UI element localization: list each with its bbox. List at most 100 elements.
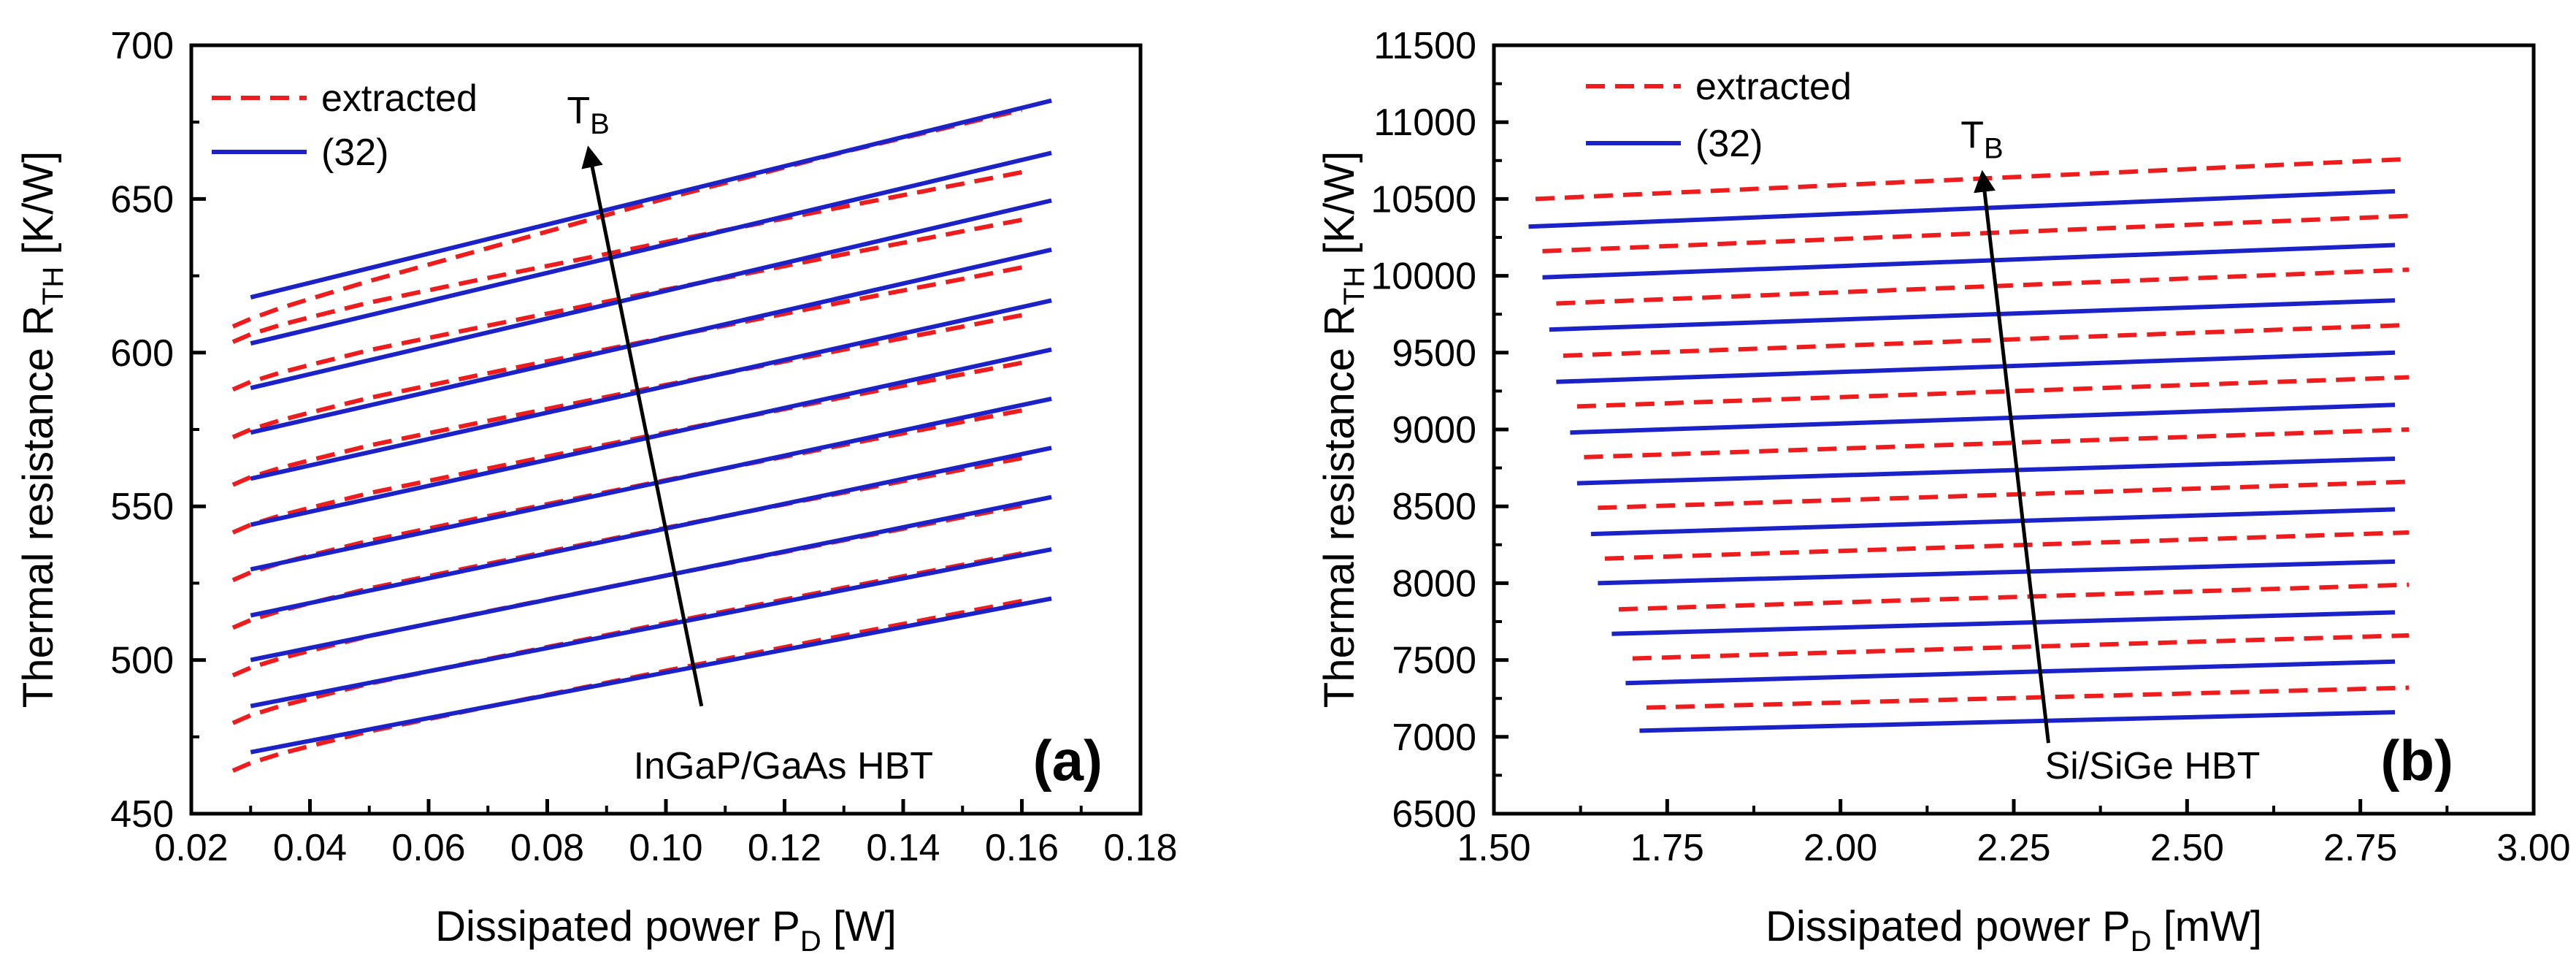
y-tick-label-b-1: 7000 <box>1392 717 1476 759</box>
extracted-line-b-7 <box>1576 375 2410 409</box>
y-tick-label-b-10: 11500 <box>1373 25 1476 67</box>
model-line-b-3 <box>1611 610 2396 636</box>
tb-arrow-label-b-main: T <box>1960 115 1984 157</box>
y-axis-label-b-sub: TH <box>1338 267 1371 305</box>
y-tick-label-b-4: 8500 <box>1392 486 1476 528</box>
y-tick-label-a-4: 650 <box>110 178 174 221</box>
y-axis-label-a-sub: TH <box>37 267 69 305</box>
model-line-b-2 <box>1625 659 2396 686</box>
y-tick-label-b-6: 9500 <box>1392 332 1476 375</box>
tb-arrow-label-b-sub: B <box>1984 133 2004 165</box>
x-axis-label-b-main: Dissipated power P <box>1766 903 2131 950</box>
model-line-b-1 <box>1639 710 2396 733</box>
y-axis-label-a: Thermal resistance RTH [K/W] <box>15 151 69 708</box>
y-axis-label-b-main: Thermal resistance R <box>1316 305 1363 708</box>
device-label-b: Si/SiGe HBT <box>2045 745 2261 787</box>
device-label-a: InGaP/GaAs HBT <box>634 745 933 787</box>
chart-panel-b: 1.50 1.75 2.00 2.25 2.50 2.75 3.00 6500 7000 7500… <box>1316 25 2571 958</box>
model-line-b-5 <box>1590 507 2396 537</box>
extracted-line-a-11 <box>231 107 1023 329</box>
tb-arrow-label-a: TB <box>567 90 609 140</box>
model-line-b-9 <box>1549 298 2396 332</box>
extracted-line-a-1 <box>231 598 1023 773</box>
y-tick-label-b-3: 8000 <box>1392 562 1476 605</box>
model-line-b-8 <box>1556 350 2396 384</box>
panel-tag-b: (b) <box>2380 728 2453 793</box>
legend-label-a-0: extracted <box>321 77 478 120</box>
legend-b: extracted (32) <box>1586 66 1852 165</box>
extracted-line-b-5 <box>1598 479 2410 511</box>
x-tick-label-a-7: 0.16 <box>985 827 1059 869</box>
extracted-line-b-4 <box>1604 530 2410 561</box>
y-tick-label-b-7: 10000 <box>1371 256 1476 298</box>
extracted-line-a-9 <box>231 218 1023 392</box>
x-tick-label-b-4: 2.50 <box>2150 827 2224 869</box>
y-tick-label-a-2: 550 <box>110 486 174 528</box>
model-line-b-10 <box>1542 242 2396 280</box>
x-axis-label-b-unit: [mW] <box>2152 903 2262 950</box>
model-line-a-10 <box>250 150 1052 346</box>
model-line-a-9 <box>250 198 1052 391</box>
model-line-a-6 <box>250 347 1052 527</box>
y-axis-label-a-main: Thermal resistance R <box>15 305 62 708</box>
y-tick-label-b-8: 10500 <box>1371 178 1476 221</box>
x-axis-label-b-sub: D <box>2131 925 2152 958</box>
extracted-line-a-8 <box>231 265 1023 440</box>
extracted-line-b-6 <box>1584 427 2410 459</box>
extracted-line-b-1 <box>1646 685 2410 710</box>
y-axis-label-a-unit: [K/W] <box>15 151 62 267</box>
ticks-b: 1.50 1.75 2.00 2.25 2.50 2.75 3.00 6500 7000 7500… <box>1371 25 2570 869</box>
plot-area-b <box>1528 156 2410 733</box>
y-axis-label-b: Thermal resistance RTH [K/W] <box>1316 151 1371 708</box>
x-tick-label-b-3: 2.25 <box>1977 827 2050 869</box>
tb-arrow-a: TB <box>567 90 704 707</box>
extracted-line-b-3 <box>1618 582 2410 612</box>
plot-area-a <box>231 98 1052 773</box>
y-tick-label-b-5: 9000 <box>1392 409 1476 451</box>
model-line-b-7 <box>1570 402 2396 435</box>
tb-arrow-label-b: TB <box>1960 115 2003 165</box>
legend-label-a-1: (32) <box>321 131 388 174</box>
model-line-a-8 <box>250 247 1052 435</box>
x-tick-label-b-1: 1.75 <box>1630 827 1704 869</box>
x-axis-label-a-main: Dissipated power P <box>435 903 800 950</box>
legend-a: extracted (32) <box>212 77 478 174</box>
chart-panel-a: 0.02 0.04 0.06 0.08 0.10 0.12 0.14 0.16 0.18 450 5… <box>15 25 1178 958</box>
model-line-b-6 <box>1576 457 2396 486</box>
tb-arrow-label-a-main: T <box>567 90 590 132</box>
ticks-a: 0.02 0.04 0.06 0.08 0.10 0.12 0.14 0.16 0.18 450 5… <box>110 25 1177 869</box>
y-axis-label-b-unit: [K/W] <box>1316 151 1363 267</box>
x-tick-label-a-4: 0.10 <box>629 827 702 869</box>
x-tick-label-b-5: 2.75 <box>2323 827 2397 869</box>
model-line-a-11 <box>250 98 1052 300</box>
model-line-a-2 <box>250 547 1052 709</box>
y-tick-label-a-3: 600 <box>110 332 174 375</box>
x-tick-label-a-2: 0.06 <box>391 827 465 869</box>
x-tick-label-a-0: 0.02 <box>154 827 228 869</box>
model-line-a-1 <box>250 596 1052 755</box>
x-tick-label-b-0: 1.50 <box>1457 827 1530 869</box>
legend-label-b-1: (32) <box>1695 123 1763 165</box>
x-axis-label-b: Dissipated power PD [mW] <box>1766 903 2262 958</box>
panel-tag-a: (a) <box>1033 728 1103 793</box>
x-axis-label-a: Dissipated power PD [W] <box>435 903 897 958</box>
y-tick-label-a-1: 500 <box>110 640 174 682</box>
extracted-line-b-2 <box>1632 633 2410 661</box>
tb-arrow-line-b <box>1974 169 2050 744</box>
y-tick-label-a-5: 700 <box>110 25 174 67</box>
y-tick-label-b-9: 11000 <box>1373 102 1476 144</box>
x-tick-label-a-8: 0.18 <box>1103 827 1177 869</box>
tb-arrow-line-a <box>581 145 704 707</box>
x-tick-label-b-6: 3.00 <box>2496 827 2570 869</box>
x-tick-label-a-1: 0.04 <box>273 827 347 869</box>
model-line-b-4 <box>1598 559 2396 586</box>
x-tick-label-a-6: 0.14 <box>866 827 940 869</box>
tb-arrow-label-a-sub: B <box>590 108 610 140</box>
extracted-line-b-9 <box>1556 267 2410 306</box>
x-axis-label-a-sub: D <box>800 925 821 958</box>
model-line-a-7 <box>250 298 1052 481</box>
x-tick-label-a-5: 0.12 <box>748 827 821 869</box>
x-tick-label-b-2: 2.00 <box>1803 827 1877 869</box>
extracted-line-b-8 <box>1563 322 2410 358</box>
